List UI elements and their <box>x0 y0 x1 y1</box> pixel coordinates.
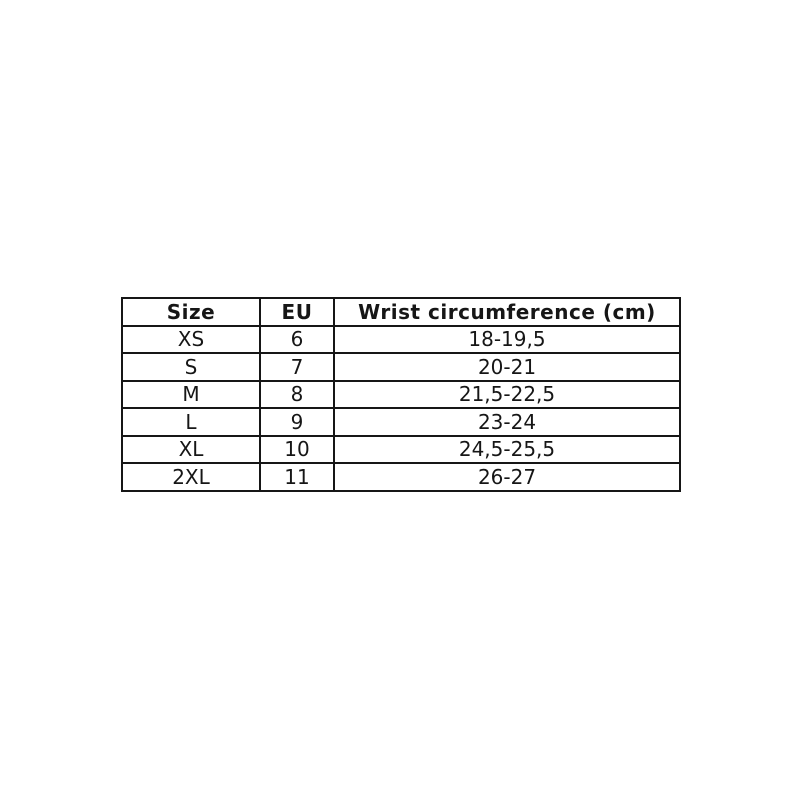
table-cell-size: L <box>121 407 261 437</box>
header-eu: EU <box>259 297 335 327</box>
table-cell-eu: 9 <box>259 407 335 437</box>
table-cell-eu: 8 <box>259 379 335 409</box>
table-cell-wrist: 23-24 <box>333 407 681 437</box>
table-row: S 7 20-21 <box>121 352 681 382</box>
header-wrist-circumference: Wrist circumference (cm) <box>333 297 681 327</box>
table-cell-size: M <box>121 379 261 409</box>
table-row: L 9 23-24 <box>121 407 681 437</box>
size-chart-table: Size EU Wrist circumference (cm) XS 6 18-1… <box>121 297 681 492</box>
table-cell-wrist: 18-19,5 <box>333 324 681 354</box>
table-row: XL 10 24,5-25,5 <box>121 434 681 464</box>
table-row: M 8 21,5-22,5 <box>121 379 681 409</box>
table-row: XS 6 18-19,5 <box>121 324 681 354</box>
table-cell-wrist: 24,5-25,5 <box>333 434 681 464</box>
table-cell-eu: 11 <box>259 462 335 492</box>
table-cell-eu: 10 <box>259 434 335 464</box>
table-cell-eu: 7 <box>259 352 335 382</box>
table-cell-size: XS <box>121 324 261 354</box>
table-cell-wrist: 21,5-22,5 <box>333 379 681 409</box>
table-cell-size: 2XL <box>121 462 261 492</box>
header-size: Size <box>121 297 261 327</box>
table-header-row: Size EU Wrist circumference (cm) <box>121 297 681 327</box>
table-cell-size: S <box>121 352 261 382</box>
table-cell-wrist: 20-21 <box>333 352 681 382</box>
table-cell-size: XL <box>121 434 261 464</box>
table-cell-eu: 6 <box>259 324 335 354</box>
table-row: 2XL 11 26-27 <box>121 462 681 492</box>
table-cell-wrist: 26-27 <box>333 462 681 492</box>
